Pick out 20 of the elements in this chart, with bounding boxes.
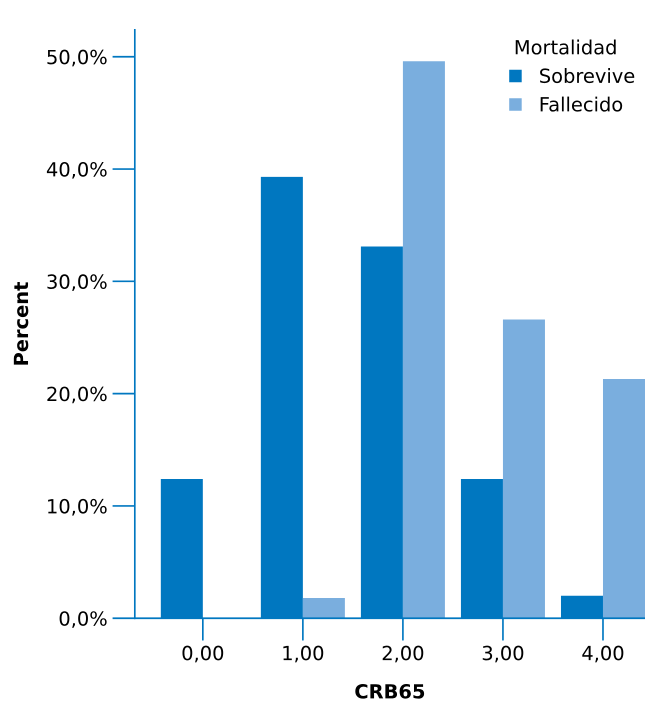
y-tick-label: 10,0% — [48, 498, 107, 516]
y-tick-label: 0,0% — [60, 611, 107, 628]
y-tick-label: 50,0% — [47, 50, 107, 66]
y-axis-title: Percent — [14, 282, 28, 365]
x-axis-title: CRB65 — [355, 684, 424, 699]
y-tick-label: 30,0% — [47, 274, 107, 291]
x-tick-label: 0,00 — [182, 646, 224, 662]
y-tick-label: 20,0% — [47, 386, 107, 404]
x-tick-label: 3,00 — [482, 646, 524, 662]
y-tick-label: 40,0% — [46, 162, 107, 179]
x-tick-label: 4,00 — [582, 646, 624, 662]
legend-title: Mortalidad — [516, 40, 616, 55]
bar — [502, 320, 545, 618]
bar — [402, 61, 445, 618]
legend-label: Fallecido — [540, 96, 622, 112]
bar — [302, 598, 345, 618]
x-tick-label: 2,00 — [382, 646, 424, 662]
bar — [602, 379, 645, 618]
legend-label: Sobrevive — [540, 68, 634, 84]
x-tick-label: 1,00 — [283, 646, 324, 662]
